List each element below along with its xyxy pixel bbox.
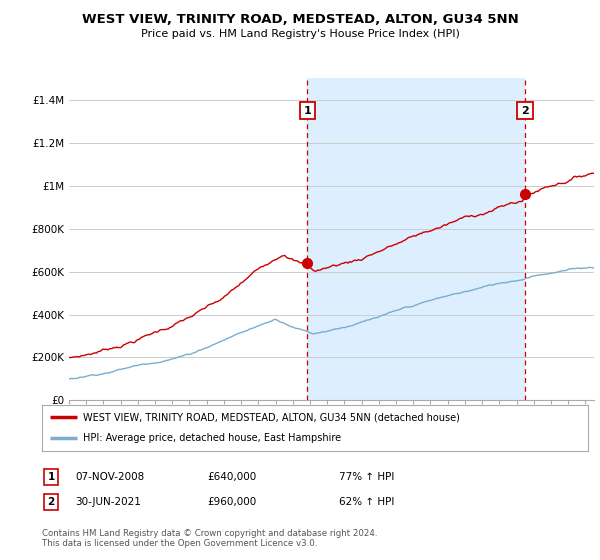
Text: HPI: Average price, detached house, East Hampshire: HPI: Average price, detached house, East…: [83, 433, 341, 444]
Text: Price paid vs. HM Land Registry's House Price Index (HPI): Price paid vs. HM Land Registry's House …: [140, 29, 460, 39]
Text: 2: 2: [521, 106, 529, 115]
Text: 30-JUN-2021: 30-JUN-2021: [75, 497, 141, 507]
Text: 77% ↑ HPI: 77% ↑ HPI: [339, 472, 394, 482]
Text: 2: 2: [47, 497, 55, 507]
Text: WEST VIEW, TRINITY ROAD, MEDSTEAD, ALTON, GU34 5NN: WEST VIEW, TRINITY ROAD, MEDSTEAD, ALTON…: [82, 13, 518, 26]
Text: 62% ↑ HPI: 62% ↑ HPI: [339, 497, 394, 507]
Text: Contains HM Land Registry data © Crown copyright and database right 2024.
This d: Contains HM Land Registry data © Crown c…: [42, 529, 377, 548]
Text: WEST VIEW, TRINITY ROAD, MEDSTEAD, ALTON, GU34 5NN (detached house): WEST VIEW, TRINITY ROAD, MEDSTEAD, ALTON…: [83, 412, 460, 422]
Text: 1: 1: [47, 472, 55, 482]
Text: 07-NOV-2008: 07-NOV-2008: [75, 472, 144, 482]
Text: £640,000: £640,000: [207, 472, 256, 482]
Text: 1: 1: [304, 106, 311, 115]
Text: £960,000: £960,000: [207, 497, 256, 507]
Bar: [307, 78, 525, 400]
